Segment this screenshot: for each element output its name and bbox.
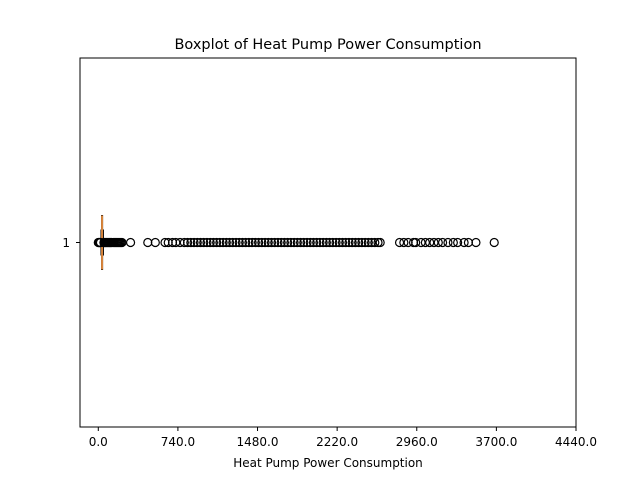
flier-point	[192, 237, 202, 248]
flier-point	[354, 237, 364, 248]
flier-point	[308, 237, 319, 248]
y-axis: 1	[62, 236, 80, 250]
flier-point	[312, 237, 322, 248]
flier-point	[244, 237, 254, 248]
flier-point	[420, 237, 430, 248]
flier-point	[337, 237, 348, 248]
flier-point	[366, 237, 377, 248]
flier-point	[247, 237, 257, 248]
flier-point	[429, 237, 439, 248]
flier-point	[208, 237, 219, 248]
flier-point	[411, 237, 421, 248]
flier-point	[199, 237, 209, 248]
flier-point	[360, 237, 370, 248]
flier-point	[302, 237, 312, 248]
flier-group	[93, 237, 499, 248]
flier-point	[182, 237, 193, 248]
flier-point	[331, 237, 341, 248]
flier-point	[347, 237, 357, 248]
flier-point	[234, 237, 244, 248]
x-axis-label: Heat Pump Power Consumption	[233, 456, 423, 470]
flier-point	[189, 237, 199, 248]
flier-point	[143, 237, 153, 248]
flier-point	[228, 237, 238, 248]
flier-point	[195, 237, 206, 248]
x-tick-label: 0.0	[89, 435, 108, 449]
flier-point	[215, 237, 225, 248]
x-tick-label: 740.0	[161, 435, 195, 449]
flier-point	[179, 237, 189, 248]
flier-point	[350, 237, 361, 248]
flier-point	[286, 237, 296, 248]
chart-title: Boxplot of Heat Pump Power Consumption	[174, 37, 481, 53]
flier-point	[186, 237, 196, 248]
flier-point	[295, 237, 306, 248]
flier-point	[416, 237, 426, 248]
flier-point	[224, 237, 235, 248]
flier-point	[221, 237, 231, 248]
flier-point	[150, 237, 160, 248]
plot-frame	[79, 57, 577, 428]
x-tick-label: 4440.0	[555, 435, 597, 449]
flier-point	[459, 237, 469, 248]
flier-point	[341, 237, 351, 248]
x-tick-label: 2960.0	[396, 435, 438, 449]
flier-point	[357, 237, 367, 248]
flier-point	[334, 237, 344, 248]
flier-point	[263, 237, 273, 248]
flier-point	[237, 237, 248, 248]
flier-point	[125, 237, 136, 248]
flier-point	[305, 237, 315, 248]
flier-point	[250, 237, 260, 248]
flier-point	[489, 237, 499, 248]
flier-point	[321, 237, 331, 248]
flier-point	[289, 237, 299, 248]
flier-point	[260, 237, 270, 248]
flier-point	[212, 237, 222, 248]
flier-point	[318, 237, 328, 248]
flier-point	[344, 237, 354, 248]
flier-point	[399, 237, 409, 248]
flier-point	[205, 237, 215, 248]
flier-point	[328, 237, 338, 248]
flier-point	[292, 237, 302, 248]
x-tick-label: 2220.0	[316, 435, 358, 449]
y-tick-label: 1	[62, 236, 70, 250]
flier-point	[325, 237, 335, 248]
flier-point	[315, 237, 325, 248]
flier-point	[448, 237, 458, 248]
flier-point	[394, 237, 405, 248]
flier-point	[218, 237, 228, 248]
flier-point	[171, 237, 181, 248]
flier-point	[279, 237, 290, 248]
flier-point	[257, 237, 267, 248]
x-tick-label: 1480.0	[237, 435, 279, 449]
flier-point	[375, 237, 385, 248]
flier-point	[363, 237, 373, 248]
flier-point	[270, 237, 280, 248]
flier-point	[117, 237, 127, 248]
flier-point	[437, 237, 448, 248]
flier-point	[266, 237, 277, 248]
flier-point	[443, 237, 453, 248]
flier-point	[471, 237, 481, 248]
flier-point	[276, 237, 286, 248]
flier-point	[453, 237, 463, 248]
flier-point	[370, 237, 380, 248]
flier-point	[273, 237, 283, 248]
flier-point	[433, 237, 443, 248]
flier-point	[241, 237, 251, 248]
flier-point	[283, 237, 293, 248]
flier-point	[425, 237, 435, 248]
x-tick-label: 3700.0	[475, 435, 517, 449]
x-axis: 0.0 740.0 1480.0 2220.0 2960.0 3700.0 4440.0	[89, 427, 597, 449]
flier-point	[231, 237, 241, 248]
flier-point	[254, 237, 264, 248]
flier-point	[202, 237, 212, 248]
flier-point	[299, 237, 309, 248]
